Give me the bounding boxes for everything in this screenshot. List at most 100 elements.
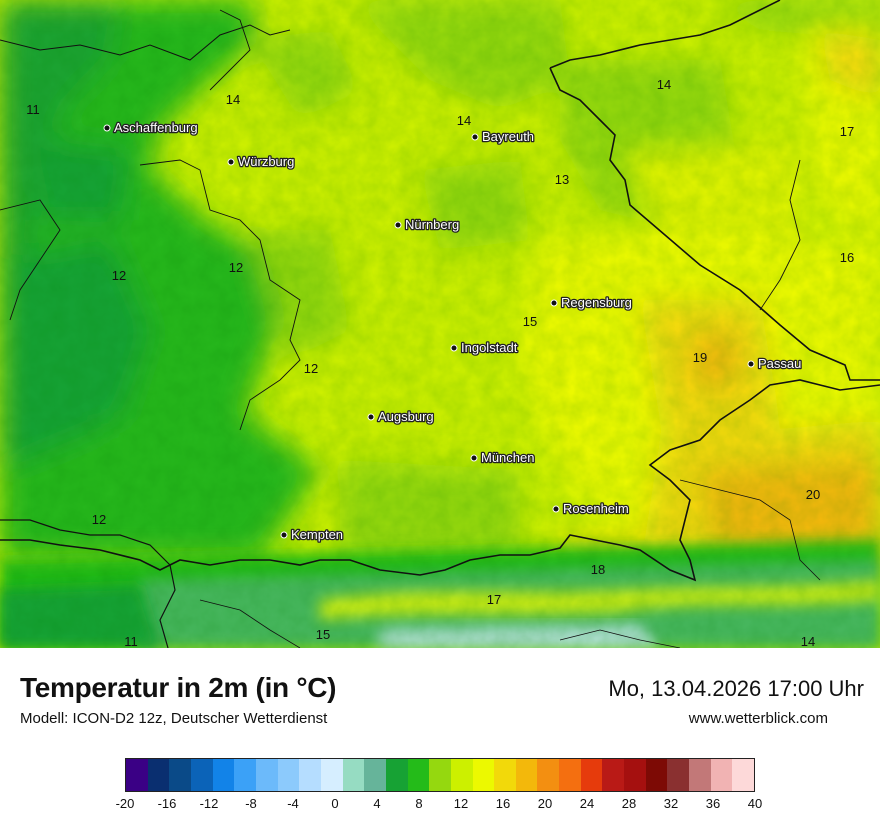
legend-tick-label: 4 [373,796,381,811]
legend-tick-label: 24 [579,796,595,811]
legend-tick-label: 0 [331,796,339,811]
city-marker[interactable]: Würzburg [227,153,296,170]
legend-tick-label: 20 [537,796,553,811]
legend-swatch [602,759,625,791]
temperature-label: 11 [26,102,40,117]
legend-tick-label: 40 [747,796,763,811]
temperature-labels: 11 14 14 14 17 13 12 12 16 15 19 12 20 12 18 17 15 11 14 [26,77,854,648]
legend-swatch [472,759,495,791]
legend-swatch [255,759,278,791]
legend-swatch [515,759,538,791]
city-name: Augsburg [378,409,434,424]
city-name: Regensburg [561,295,632,310]
legend-tick-label: -4 [287,796,299,811]
city-dot [470,454,478,462]
city-marker[interactable]: Passau [747,355,803,372]
map-title: Temperatur in 2m (in °C) [20,672,337,703]
temperature-label: 18 [591,562,605,577]
city-dot [450,344,458,352]
city-marker[interactable]: Rosenheim [552,500,630,517]
city-marker[interactable]: Aschaffenburg [103,119,199,136]
legend-swatch [212,759,235,791]
city-marker[interactable]: Kempten [280,526,344,543]
legend-tick-label: -8 [245,796,257,811]
model-source: Modell: ICON-D2 12z, Deutscher Wetterdie… [20,710,328,727]
legend-swatch [450,759,473,791]
legend-ticks: -20 -16 -12 -8 -4 0 4 8 12 16 20 24 28 32 36 40 [116,796,763,816]
legend-swatch [667,759,690,791]
city-name: Kempten [291,527,343,542]
temperature-label: 19 [693,350,707,365]
temperature-label: 12 [92,512,106,527]
legend-swatch [537,759,560,791]
city-marker[interactable]: Bayreuth [471,128,535,145]
temperature-label: 14 [657,77,671,92]
legend-swatch [234,759,256,791]
temperature-label: 14 [801,634,815,648]
legend-tick-label: -12 [199,796,219,811]
temperature-label: 17 [840,124,854,139]
legend-tick-label: 32 [663,796,679,811]
city-dot [550,299,558,307]
legend-swatch [299,759,321,791]
temperature-label: 15 [523,314,537,329]
legend-tick-label: 36 [705,796,721,811]
forecast-datetime: Mo, 13.04.2026 17:00 Uhr [608,676,864,701]
temperature-label: 16 [840,250,854,265]
city-dot [471,133,479,141]
temperature-label: 12 [229,260,243,275]
city-marker[interactable]: München [470,449,536,466]
map-canvas: 11 14 14 14 17 13 12 12 16 15 19 12 20 12 18 17 15 11 14 A… [0,0,880,648]
temperature-label: 12 [304,361,318,376]
alps-region [0,0,880,648]
temperature-label: 13 [555,172,569,187]
city-marker[interactable]: Regensburg [550,294,633,311]
borders [0,0,880,648]
website-link[interactable]: www.wetterblick.com [688,710,828,727]
temperature-label: 15 [316,627,330,642]
temperature-map[interactable]: 11 14 14 14 17 13 12 12 16 15 19 12 20 12 18 17 15 11 14 A… [0,0,880,648]
legend-tick-label: 28 [621,796,637,811]
map-footer: Temperatur in 2m (in °C) Modell: ICON-D2… [0,648,880,830]
city-dot [227,158,235,166]
legend-swatch [385,759,408,791]
city-marker[interactable]: Nürnberg [394,216,461,233]
legend-swatch [126,759,148,791]
city-dot [394,221,402,229]
city-dot [747,360,755,368]
temperature-label: 20 [806,487,820,502]
legend-swatch [190,759,213,791]
city-name: Aschaffenburg [114,120,198,135]
temperature-label: 14 [457,113,471,128]
city-markers: Aschaffenburg Würzburg Bayreuth Nürnberg Reg… [103,119,803,543]
city-dot [367,413,375,421]
temperature-label: 11 [124,634,138,648]
legend-tick-label: 12 [453,796,469,811]
legend-swatch [429,759,451,791]
legend-swatch [169,759,191,791]
legend-swatch [364,759,386,791]
legend-swatch [320,759,343,791]
legend-swatch [710,759,733,791]
city-marker[interactable]: Augsburg [367,408,435,425]
legend-swatch [624,759,646,791]
legend-tick-label: -20 [115,796,135,811]
legend-swatch [342,759,365,791]
city-dot [280,531,288,539]
temperature-label: 17 [487,592,501,607]
legend-swatch [277,759,300,791]
legend-colorbar [125,758,755,792]
city-marker[interactable]: Ingolstadt [450,339,519,356]
legend-swatch [494,759,516,791]
legend-swatch [559,759,581,791]
legend-swatch [732,759,755,791]
temperature-label: 12 [112,268,126,283]
legend-tick-label: 16 [495,796,511,811]
city-dot [552,505,560,513]
city-name: München [481,450,534,465]
legend-tick-label: -16 [157,796,177,811]
city-dot [103,124,111,132]
city-name: Bayreuth [482,129,534,144]
city-name: Würzburg [238,154,294,169]
city-name: Rosenheim [563,501,629,516]
